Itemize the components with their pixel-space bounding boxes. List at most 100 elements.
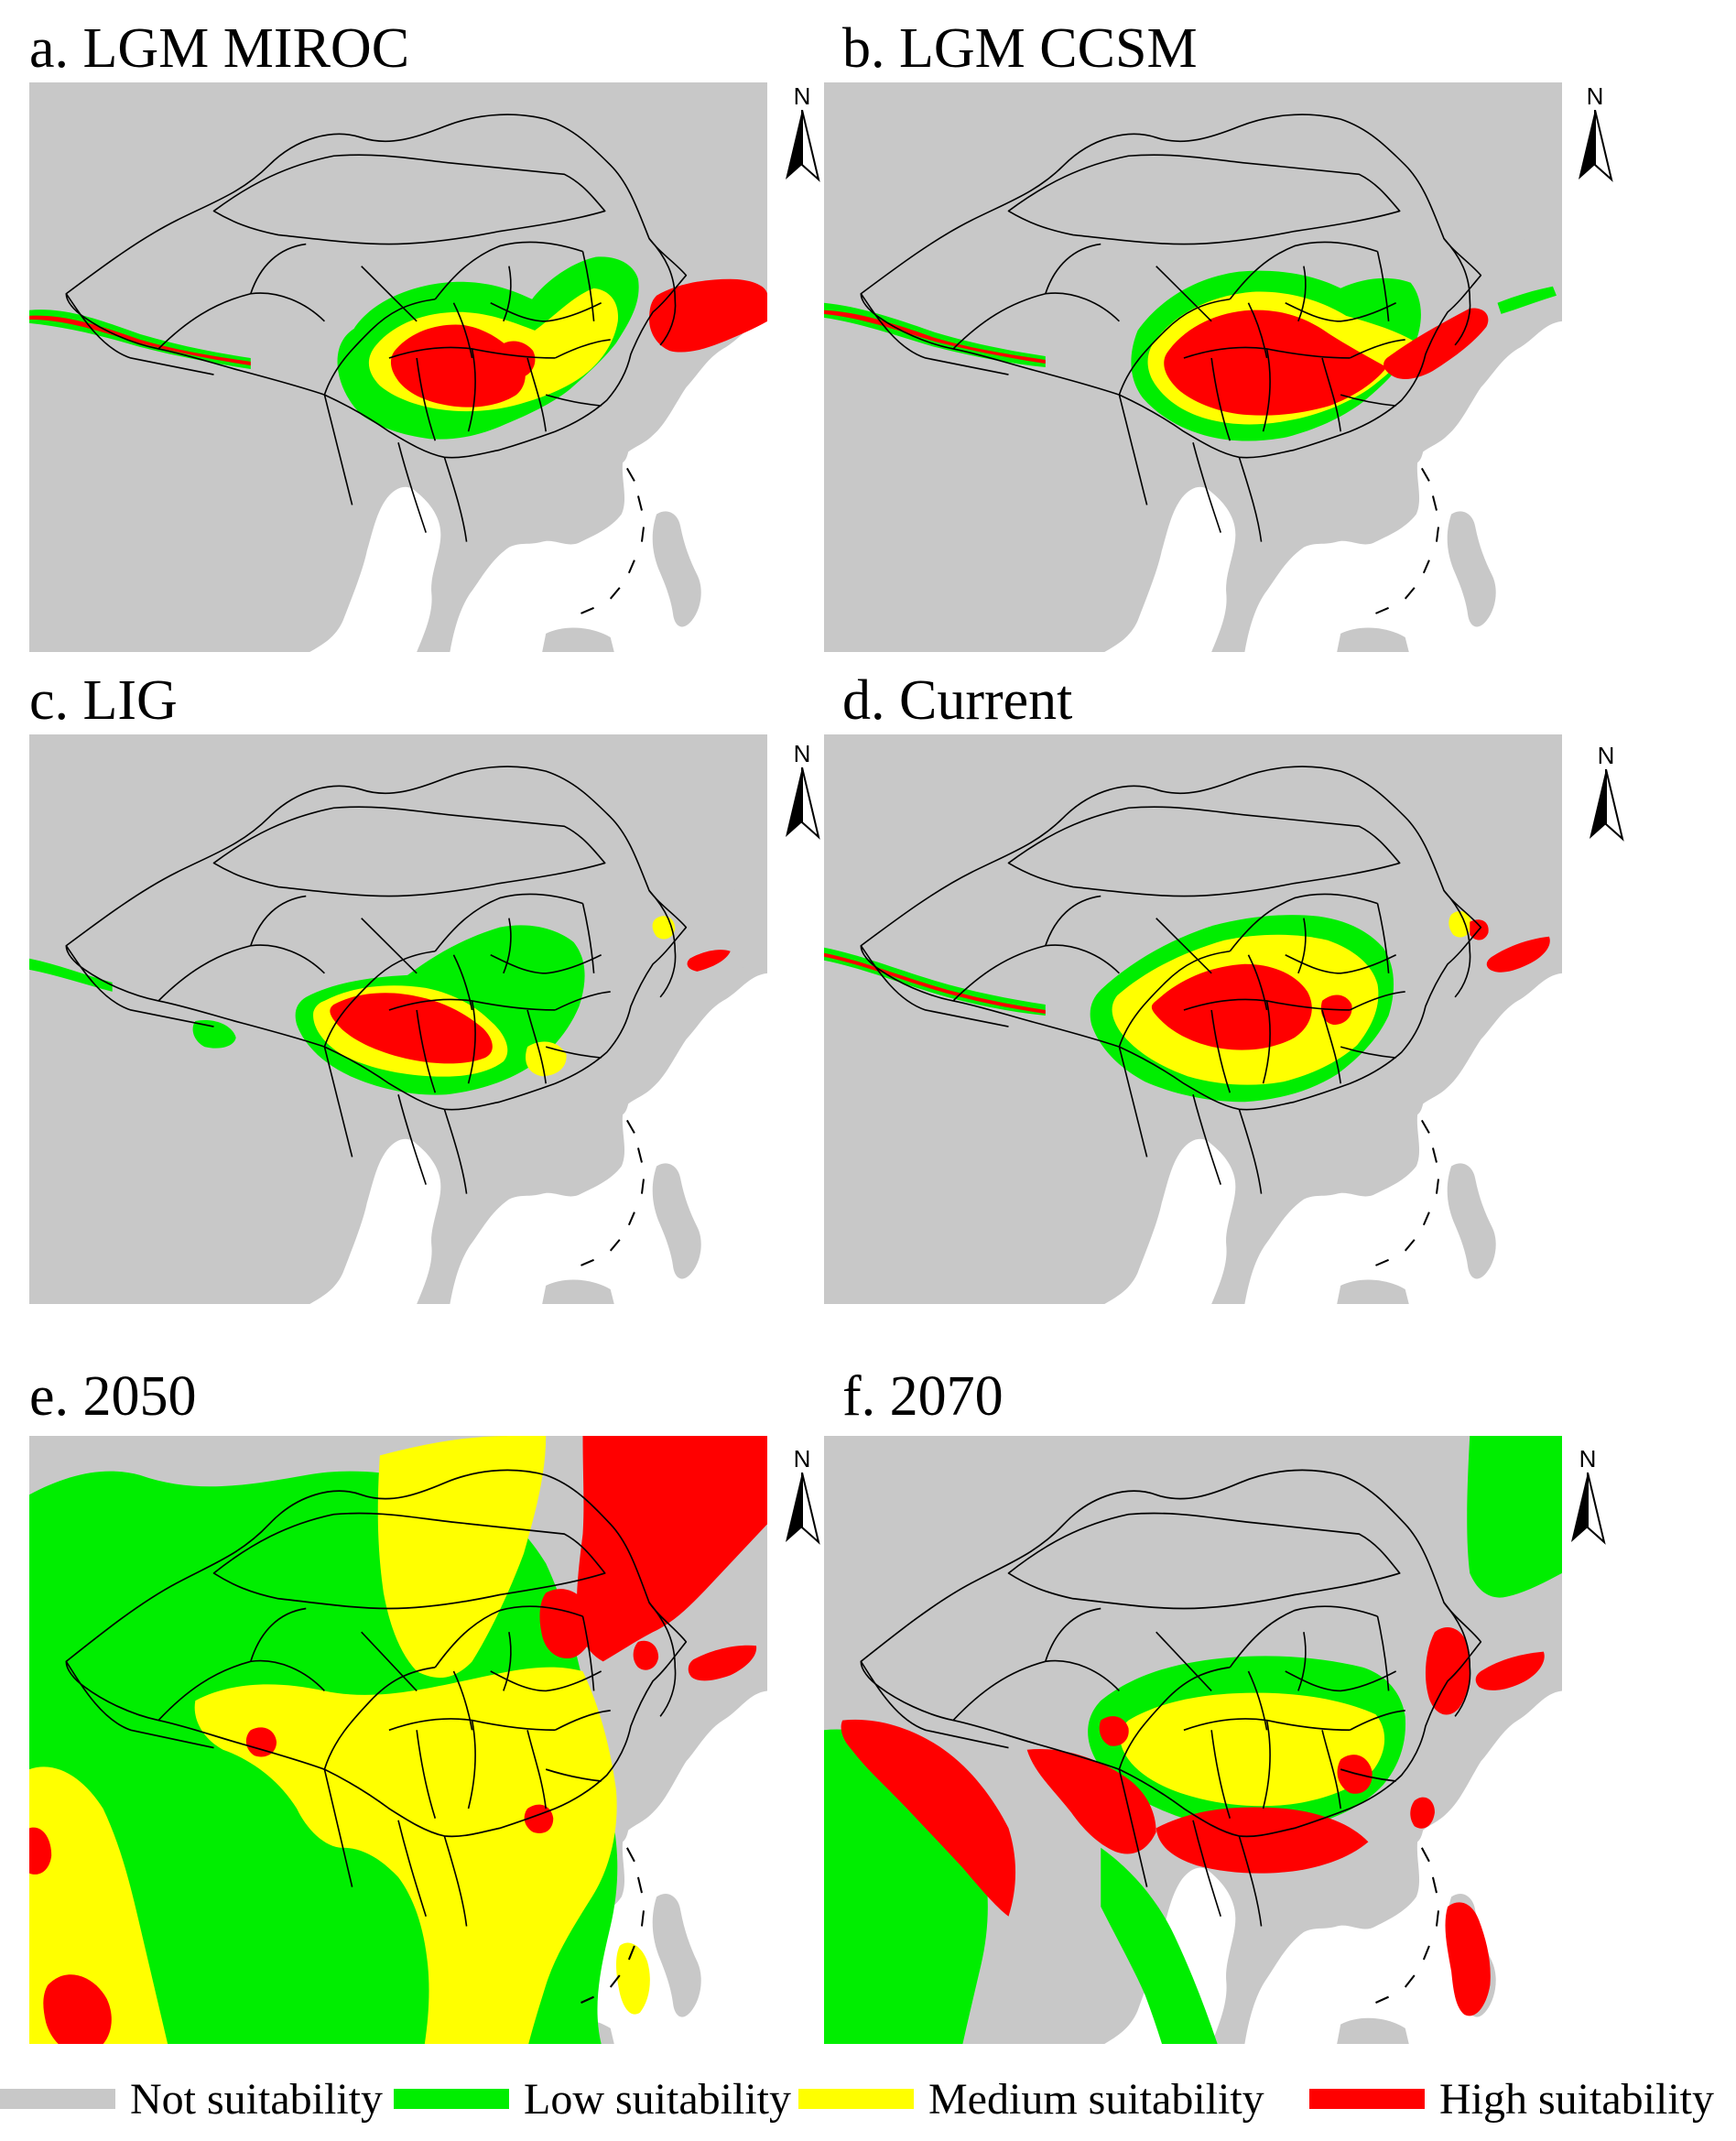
sea-boundary-dash <box>636 1147 643 1163</box>
province-border <box>250 1607 307 1662</box>
sea-boundary-dash <box>1420 467 1430 482</box>
north-letter: N <box>793 82 811 110</box>
province-border <box>323 1666 436 1770</box>
province-border <box>1349 1710 1405 1732</box>
province-border <box>1118 298 1231 396</box>
island <box>1447 1163 1496 1279</box>
suitability-low-area <box>824 947 1046 1016</box>
province-border <box>1238 457 1263 542</box>
suitability-high-area <box>687 950 731 972</box>
sea-boundary-dash <box>625 1119 635 1134</box>
suitability-high-area <box>1425 1627 1471 1715</box>
province-border <box>1247 1670 1268 1731</box>
province-border <box>1349 339 1405 359</box>
island <box>612 429 630 464</box>
island <box>1337 1279 1409 1304</box>
island <box>1255 480 1282 503</box>
province-border <box>1247 954 1268 1011</box>
province-border <box>860 114 1482 459</box>
sea-boundary-dash <box>609 1974 621 1988</box>
island <box>1406 1081 1425 1116</box>
province-border <box>1192 1094 1221 1185</box>
province-border <box>452 954 473 1011</box>
north-letter: N <box>1586 82 1604 110</box>
north-arrow-icon: N <box>1566 1445 1610 1546</box>
north-letter: N <box>1597 742 1615 769</box>
panel-title: e. 2050 <box>29 1365 197 1428</box>
province-border <box>1156 266 1212 322</box>
province-border <box>1321 1009 1341 1084</box>
province-border <box>397 1820 427 1918</box>
province-border <box>157 944 325 1002</box>
panel-title: a. LGM MIROC <box>29 17 410 80</box>
province-border <box>1192 442 1221 533</box>
province-border <box>581 903 595 973</box>
province-border <box>1210 1730 1231 1819</box>
map-lgm-miroc <box>29 82 767 652</box>
province-border <box>388 998 556 1011</box>
province-border <box>1229 241 1378 300</box>
suitability-high-area <box>330 993 493 1064</box>
suitability-medium-area <box>29 1766 168 2044</box>
province-border <box>323 394 353 505</box>
suitability-high-area <box>576 1436 767 1662</box>
suitability-low-area <box>1101 1847 1218 2044</box>
panel-title: f. 2070 <box>842 1365 1004 1428</box>
island <box>612 1081 630 1116</box>
province-border <box>526 1009 547 1084</box>
island <box>316 1247 332 1272</box>
map-current <box>824 734 1562 1304</box>
province-border <box>1229 1605 1378 1668</box>
island <box>1337 627 1409 652</box>
legend-swatch <box>394 2089 509 2109</box>
sea-boundary-dash <box>1375 1995 1389 2005</box>
island <box>1505 1582 1562 1700</box>
province-border <box>65 945 214 1027</box>
map-svg <box>29 82 767 652</box>
province-border <box>1007 154 1401 245</box>
province-border <box>1262 1000 1271 1084</box>
province-border <box>1045 1607 1101 1662</box>
province-border <box>157 292 325 350</box>
sea-boundary-dash <box>625 467 635 482</box>
sea-boundary-dash <box>1404 1239 1416 1252</box>
island <box>1505 872 1562 981</box>
province-border <box>467 348 476 432</box>
map-2070 <box>824 1436 1562 2044</box>
north-arrow-shape <box>786 110 820 182</box>
island <box>1111 595 1127 620</box>
province-border <box>1376 903 1390 973</box>
sea-boundary-dash <box>1431 495 1438 511</box>
province-border <box>1183 346 1351 359</box>
province-border <box>452 302 473 359</box>
north-arrow-shape <box>1590 769 1624 842</box>
suitability-high-area <box>688 1645 757 1681</box>
sea-boundary-dash <box>1435 1179 1439 1194</box>
province-border <box>648 238 677 346</box>
north-letter: N <box>793 740 811 767</box>
suitability-low-area <box>1497 286 1557 314</box>
province-border <box>1210 1009 1231 1093</box>
island <box>1406 429 1425 464</box>
suitability-high-area <box>841 1719 1016 1917</box>
province-border <box>250 895 307 946</box>
island <box>1111 1247 1127 1272</box>
province-border <box>416 1009 437 1093</box>
sea-boundary-dash <box>1431 1147 1438 1163</box>
province-border <box>361 266 418 322</box>
suitability-high-area <box>1383 308 1489 379</box>
legend-swatch <box>1309 2089 1425 2109</box>
province-border <box>581 1615 595 1691</box>
sea-boundary-dash <box>1420 1119 1430 1134</box>
legend-item-medium: Medium suitability <box>798 2071 1264 2126</box>
north-letter: N <box>1579 1445 1597 1473</box>
province-border <box>860 945 1009 1027</box>
north-letter: N <box>793 1445 811 1473</box>
province-border <box>503 1632 512 1691</box>
island <box>1447 511 1496 627</box>
province-border <box>1118 950 1231 1048</box>
province-border <box>1340 394 1396 407</box>
province-border <box>1297 266 1307 322</box>
province-border <box>434 1605 583 1668</box>
province-border <box>1007 806 1401 897</box>
